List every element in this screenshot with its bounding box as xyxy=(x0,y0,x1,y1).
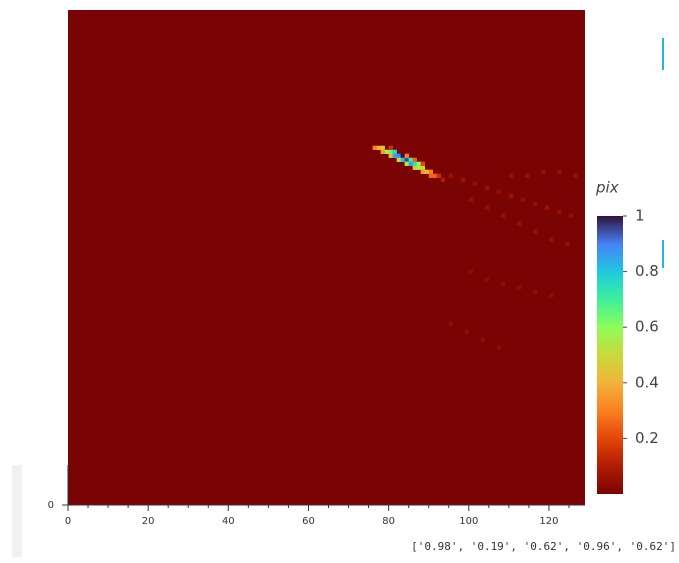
cell xyxy=(544,205,550,210)
cell xyxy=(392,149,397,155)
cell xyxy=(572,173,578,178)
cell xyxy=(404,161,409,166)
cell xyxy=(424,169,429,174)
cell xyxy=(400,157,405,162)
cell xyxy=(388,153,393,159)
cell xyxy=(508,193,514,198)
x-tick-label: 0 xyxy=(65,516,71,527)
colorbar: 0.2 0.4 0.6 0.8 1 xyxy=(597,207,659,494)
cell xyxy=(384,149,389,155)
footer-text: ['0.98', '0.19', '0.62', '0.96', '0.62'] xyxy=(411,540,676,553)
cell xyxy=(496,189,502,194)
cell xyxy=(420,169,425,174)
cell xyxy=(448,321,454,326)
cell xyxy=(416,161,421,166)
cell xyxy=(468,197,474,202)
cell xyxy=(532,201,538,206)
cell xyxy=(472,181,478,186)
cell xyxy=(380,149,385,155)
cell xyxy=(436,173,442,178)
cell xyxy=(556,209,562,214)
cell xyxy=(428,169,434,174)
cell xyxy=(408,161,413,166)
cell xyxy=(568,213,574,218)
cell xyxy=(388,145,393,151)
cell xyxy=(404,153,409,159)
colorbar-title: pix xyxy=(595,179,619,197)
y-tick-label: 0 xyxy=(48,500,54,511)
cell xyxy=(548,293,554,298)
colorbar-tick-label: 0.2 xyxy=(635,429,659,447)
cell xyxy=(496,345,502,350)
colorbar-tick-label: 1 xyxy=(635,207,645,225)
cell xyxy=(520,197,526,202)
cell xyxy=(416,165,421,170)
cell xyxy=(464,329,470,334)
x-tick-label: 100 xyxy=(459,516,478,527)
x-tick-label: 80 xyxy=(382,516,395,527)
colorbar-tick-label: 0.4 xyxy=(635,373,659,391)
heatmap: 0 20 40 60 80 100 120 0 xyxy=(48,10,585,527)
cell xyxy=(516,285,522,290)
cell xyxy=(396,157,401,162)
cell xyxy=(564,241,570,246)
cell xyxy=(400,153,405,159)
cell xyxy=(376,145,381,151)
cell xyxy=(508,173,514,178)
cell xyxy=(524,173,530,178)
cell xyxy=(548,237,554,242)
x-tick-label: 120 xyxy=(539,516,558,527)
cell xyxy=(532,289,538,294)
cell xyxy=(412,157,417,162)
cell xyxy=(532,229,538,234)
cell xyxy=(420,161,425,166)
cell xyxy=(516,221,522,226)
cell xyxy=(484,185,490,190)
colorbar-scale xyxy=(597,216,623,494)
cell xyxy=(412,165,417,170)
cell xyxy=(380,145,385,151)
x-tick-label: 60 xyxy=(302,516,315,527)
colorbar-tick-label: 0.8 xyxy=(635,262,659,280)
side-strip xyxy=(12,465,22,557)
cell xyxy=(408,157,413,162)
cell xyxy=(460,177,466,182)
cell xyxy=(500,281,506,286)
x-tick-label: 40 xyxy=(222,516,235,527)
cell xyxy=(428,173,434,178)
x-tick-label: 20 xyxy=(142,516,155,527)
cell xyxy=(480,337,486,342)
cell xyxy=(432,173,438,178)
cell xyxy=(388,149,393,155)
cell xyxy=(396,153,401,159)
cell xyxy=(540,169,546,174)
cell xyxy=(372,145,377,151)
cell xyxy=(420,165,425,170)
colorbar-tick-label: 0.6 xyxy=(635,318,659,336)
cell xyxy=(500,213,506,218)
cell xyxy=(448,173,454,178)
cell xyxy=(392,153,397,159)
cell xyxy=(484,277,490,282)
cell xyxy=(484,205,490,210)
cell xyxy=(468,269,474,274)
cell xyxy=(440,177,446,182)
background-cells xyxy=(68,10,585,505)
cell xyxy=(556,169,562,174)
cell xyxy=(412,161,417,166)
cell xyxy=(404,157,409,162)
